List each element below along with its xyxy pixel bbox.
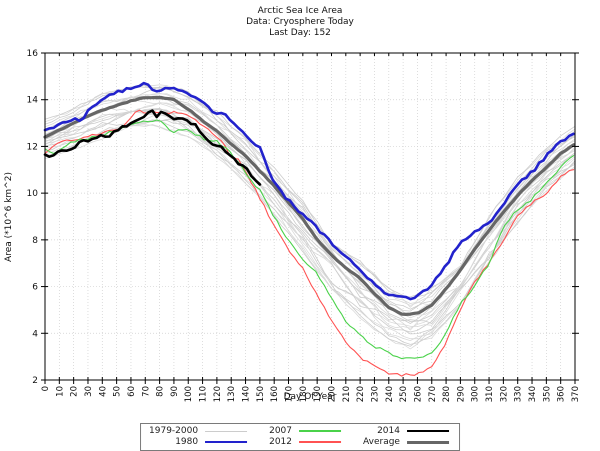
legend-line-swatch bbox=[205, 430, 248, 432]
series-2014 bbox=[43, 109, 262, 186]
svg-text:40: 40 bbox=[98, 386, 108, 397]
x-tick-labels: 0 10 20 30 40 50 60 70 80 90 100 110 120 130 140 150 160… bbox=[41, 386, 581, 402]
svg-text:240: 240 bbox=[385, 386, 395, 402]
svg-text:320: 320 bbox=[499, 386, 509, 402]
svg-text:30: 30 bbox=[84, 386, 94, 397]
legend-item-average: Average bbox=[363, 437, 449, 447]
svg-text:330: 330 bbox=[514, 386, 524, 402]
svg-text:360: 360 bbox=[557, 386, 567, 402]
series-2007 bbox=[44, 119, 575, 360]
legend-label: 1979-2000 bbox=[149, 426, 199, 436]
svg-text:16: 16 bbox=[27, 49, 39, 59]
svg-text:190: 190 bbox=[313, 386, 323, 402]
svg-text:300: 300 bbox=[471, 386, 481, 402]
legend-label: 2007 bbox=[269, 426, 292, 436]
series-1980 bbox=[43, 81, 575, 301]
svg-text:70: 70 bbox=[141, 386, 151, 397]
svg-text:270: 270 bbox=[428, 386, 438, 402]
svg-text:110: 110 bbox=[199, 386, 209, 402]
legend-label: 2014 bbox=[377, 426, 400, 436]
svg-text:50: 50 bbox=[113, 386, 123, 397]
svg-text:10: 10 bbox=[27, 189, 39, 199]
svg-text:200: 200 bbox=[327, 386, 337, 402]
series-2012 bbox=[44, 109, 575, 377]
axes-and-ticks bbox=[41, 52, 579, 384]
legend-item-2012: 2012 bbox=[269, 437, 341, 447]
svg-text:280: 280 bbox=[442, 386, 452, 402]
svg-text:2: 2 bbox=[32, 376, 38, 386]
legend-line-swatch bbox=[205, 440, 248, 444]
legend-line-swatch bbox=[299, 430, 341, 432]
svg-text:350: 350 bbox=[542, 386, 552, 402]
svg-text:340: 340 bbox=[528, 386, 538, 402]
svg-text:140: 140 bbox=[242, 386, 252, 402]
svg-text:210: 210 bbox=[342, 386, 352, 402]
chart-title: Arctic Sea Ice Area bbox=[257, 6, 343, 16]
legend-label: Average bbox=[363, 437, 400, 447]
svg-text:180: 180 bbox=[299, 386, 309, 402]
svg-text:4: 4 bbox=[32, 329, 38, 339]
legend-label: 2012 bbox=[269, 437, 292, 447]
series-average bbox=[43, 95, 576, 316]
svg-text:230: 230 bbox=[370, 386, 380, 402]
svg-text:220: 220 bbox=[356, 386, 366, 402]
svg-text:250: 250 bbox=[399, 386, 409, 402]
svg-text:170: 170 bbox=[285, 386, 295, 402]
svg-text:100: 100 bbox=[184, 386, 194, 402]
svg-text:120: 120 bbox=[213, 386, 223, 402]
legend-label: 1980 bbox=[175, 437, 199, 447]
svg-text:8: 8 bbox=[32, 236, 38, 246]
svg-text:14: 14 bbox=[27, 96, 39, 106]
svg-text:6: 6 bbox=[32, 283, 38, 293]
svg-text:130: 130 bbox=[227, 386, 237, 402]
legend-line-swatch bbox=[299, 441, 341, 443]
svg-text:10: 10 bbox=[55, 386, 65, 397]
svg-text:20: 20 bbox=[70, 386, 80, 397]
legend-item-2014: 2014 bbox=[363, 426, 449, 436]
svg-text:290: 290 bbox=[456, 386, 466, 402]
svg-text:260: 260 bbox=[413, 386, 423, 402]
svg-text:0: 0 bbox=[41, 386, 51, 391]
y-tick-labels: 2 4 6 8 10 12 14 16 bbox=[27, 49, 39, 386]
legend-line-swatch bbox=[406, 440, 449, 444]
x-axis-label: Day Of Year bbox=[283, 392, 337, 402]
chart-subtitle: Data: Cryosphere Today bbox=[246, 17, 354, 27]
chart-legend: 1979-2000 2007 2014 1980 2012 Average bbox=[140, 423, 460, 451]
legend-item-1979-2000: 1979-2000 bbox=[149, 426, 248, 436]
legend-item-1980: 1980 bbox=[149, 437, 248, 447]
series-1979-2000-ensemble bbox=[44, 84, 576, 350]
svg-text:370: 370 bbox=[571, 386, 581, 402]
chart-title-block: Arctic Sea Ice Area Data: Cryosphere Tod… bbox=[0, 6, 600, 39]
svg-text:160: 160 bbox=[270, 386, 280, 402]
svg-text:90: 90 bbox=[170, 386, 180, 397]
svg-text:60: 60 bbox=[127, 386, 137, 397]
svg-text:150: 150 bbox=[256, 386, 266, 402]
legend-item-2007: 2007 bbox=[269, 426, 341, 436]
svg-text:12: 12 bbox=[27, 142, 38, 152]
legend-line-swatch bbox=[406, 429, 449, 433]
svg-text:80: 80 bbox=[156, 386, 166, 397]
chart-last-day-note: Last Day: 152 bbox=[269, 28, 331, 38]
svg-text:310: 310 bbox=[485, 386, 495, 402]
